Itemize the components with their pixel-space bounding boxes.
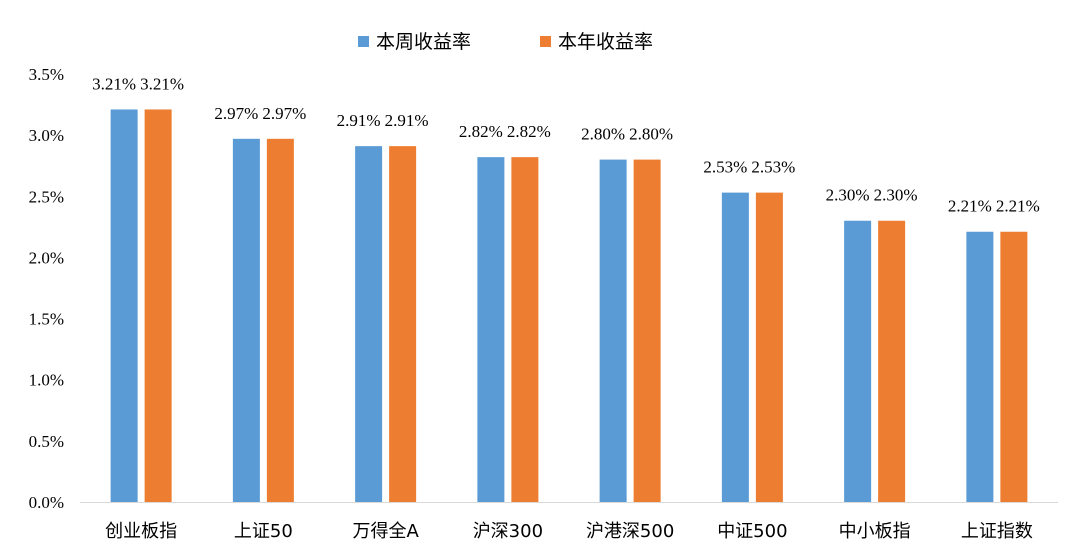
y-tick-label: 3.5% <box>29 65 64 84</box>
data-label: 2.97% <box>262 104 306 123</box>
legend-item-1: 本周收益率 <box>358 31 471 53</box>
data-label: 2.53% <box>703 158 747 177</box>
data-label: 2.30% <box>874 186 918 205</box>
data-label: 2.21% <box>996 197 1040 216</box>
bar-weekly <box>966 231 994 502</box>
y-tick-label: 0.5% <box>29 432 64 451</box>
legend-item-2: 本年收益率 <box>540 31 653 53</box>
data-labels: 3.21% 3.21% 创业板指 2.97% 2.97% 上证50 2.91% 2.91% 万得… <box>92 74 1040 542</box>
data-label: 2.91% <box>337 111 381 130</box>
data-label: 3.21% <box>140 74 184 93</box>
y-axis: 0.0% 0.5% 1.0% 1.5% 2.0% 2.5% 3.0% 3.5% <box>29 65 64 512</box>
x-tick-label: 中证500 <box>717 521 787 542</box>
bar-yearly <box>266 138 294 502</box>
y-tick-label: 2.5% <box>29 187 64 206</box>
legend-label: 本周收益率 <box>376 31 471 53</box>
bar-yearly <box>144 109 172 502</box>
data-label: 2.97% <box>214 104 258 123</box>
data-label: 2.82% <box>459 122 503 141</box>
x-tick-label: 上证50 <box>234 521 293 542</box>
data-label: 3.21% <box>92 74 136 93</box>
bar-weekly <box>110 109 138 502</box>
y-tick-label: 1.0% <box>29 371 64 390</box>
data-label: 2.30% <box>826 186 870 205</box>
legend-swatch <box>540 36 551 47</box>
x-tick-label: 沪港深500 <box>586 521 674 542</box>
x-tick-label: 沪深300 <box>473 521 543 542</box>
y-tick-label: 3.0% <box>29 126 64 145</box>
y-tick-label: 2.0% <box>29 248 64 267</box>
data-label: 2.80% <box>629 125 673 144</box>
x-tick-label: 上证指数 <box>961 521 1033 542</box>
bar-weekly <box>232 138 260 502</box>
data-label: 2.82% <box>507 122 551 141</box>
y-tick-label: 1.5% <box>29 310 64 329</box>
x-tick-label: 万得全A <box>352 521 419 542</box>
legend-label: 本年收益率 <box>558 31 653 53</box>
bar-yearly <box>389 146 417 503</box>
data-label: 2.53% <box>751 158 795 177</box>
bar-yearly <box>633 159 661 502</box>
bar-weekly <box>477 157 505 502</box>
bar-yearly <box>511 157 539 502</box>
legend-swatch <box>358 36 369 47</box>
bar-yearly <box>1000 231 1028 502</box>
y-tick-label: 0.0% <box>29 493 64 512</box>
x-tick-label: 中小板指 <box>839 521 911 542</box>
data-label: 2.91% <box>385 111 429 130</box>
bar-weekly <box>599 159 627 502</box>
bar-yearly <box>878 220 906 502</box>
data-label: 2.80% <box>581 125 625 144</box>
bar-weekly <box>355 146 383 503</box>
data-label: 2.21% <box>948 197 992 216</box>
bar-weekly <box>721 192 749 503</box>
bars <box>110 109 1028 503</box>
bar-yearly <box>755 192 783 503</box>
legend: 本周收益率 本年收益率 <box>358 31 653 53</box>
bar-weekly <box>844 220 872 502</box>
x-tick-label: 创业板指 <box>105 521 177 542</box>
